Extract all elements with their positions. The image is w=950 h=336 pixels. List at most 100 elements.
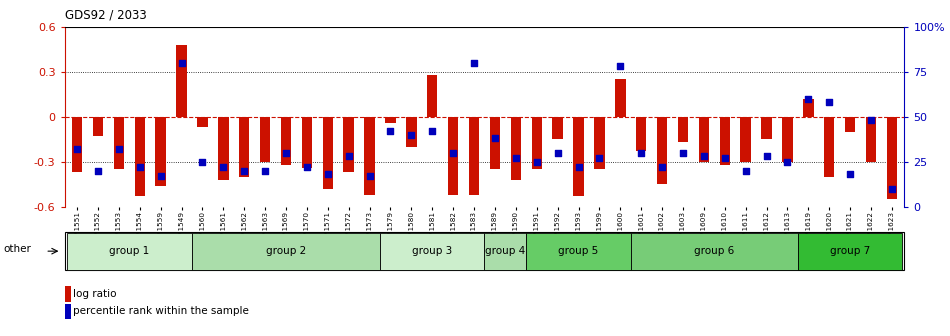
Point — [759, 154, 774, 159]
Point — [446, 150, 461, 155]
Bar — [740, 117, 751, 162]
Bar — [260, 117, 271, 162]
Bar — [428, 75, 438, 117]
Bar — [656, 117, 667, 184]
Point — [696, 154, 712, 159]
Point — [69, 146, 85, 152]
Point — [550, 150, 565, 155]
Point — [738, 168, 753, 173]
FancyBboxPatch shape — [484, 233, 526, 270]
Text: GDS92 / 2033: GDS92 / 2033 — [65, 8, 146, 22]
Bar — [177, 45, 187, 117]
Bar — [218, 117, 229, 180]
Point — [613, 64, 628, 69]
Point — [884, 186, 900, 192]
Bar — [65, 286, 71, 302]
Bar — [719, 117, 730, 165]
Bar — [344, 117, 354, 172]
Bar — [886, 117, 897, 199]
Text: percentile rank within the sample: percentile rank within the sample — [73, 306, 249, 316]
Bar — [552, 117, 562, 139]
Point — [278, 150, 294, 155]
Bar — [845, 117, 855, 132]
Point — [634, 150, 649, 155]
Text: log ratio: log ratio — [73, 289, 117, 298]
Bar — [510, 117, 521, 180]
Bar — [114, 117, 124, 169]
Point — [655, 164, 670, 170]
FancyBboxPatch shape — [631, 233, 798, 270]
Bar — [323, 117, 333, 189]
Point — [592, 156, 607, 161]
Point — [237, 168, 252, 173]
Bar — [281, 117, 292, 165]
Point — [801, 96, 816, 101]
Point — [174, 60, 189, 66]
Point — [717, 156, 732, 161]
Bar — [198, 117, 208, 127]
Text: group 6: group 6 — [694, 246, 734, 256]
Bar — [489, 117, 500, 169]
Point — [383, 128, 398, 134]
Point — [487, 136, 503, 141]
FancyBboxPatch shape — [798, 233, 902, 270]
Bar — [365, 117, 375, 195]
Bar — [407, 117, 417, 147]
Bar — [594, 117, 604, 169]
Point — [822, 100, 837, 105]
Bar — [156, 117, 166, 186]
Bar — [469, 117, 480, 195]
Text: group 1: group 1 — [109, 246, 149, 256]
Bar — [636, 117, 646, 151]
Text: group 3: group 3 — [412, 246, 452, 256]
Point — [320, 172, 335, 177]
Bar — [72, 117, 83, 172]
Point — [864, 118, 879, 123]
Bar — [239, 117, 250, 177]
Bar — [824, 117, 834, 177]
Point — [508, 156, 523, 161]
Point — [216, 164, 231, 170]
Point — [257, 168, 273, 173]
Point — [362, 173, 377, 179]
Bar — [865, 117, 876, 162]
Point — [425, 128, 440, 134]
Bar — [782, 117, 792, 162]
Text: group 2: group 2 — [266, 246, 306, 256]
Point — [529, 159, 544, 164]
Point — [466, 60, 482, 66]
Text: group 5: group 5 — [559, 246, 598, 256]
Bar — [93, 117, 104, 136]
Text: other: other — [3, 244, 31, 254]
Point — [843, 172, 858, 177]
Bar — [448, 117, 459, 195]
Point — [90, 168, 105, 173]
Text: group 7: group 7 — [830, 246, 870, 256]
FancyBboxPatch shape — [526, 233, 631, 270]
FancyBboxPatch shape — [380, 233, 484, 270]
Bar — [761, 117, 771, 139]
FancyBboxPatch shape — [192, 233, 380, 270]
FancyBboxPatch shape — [66, 233, 192, 270]
Bar — [803, 99, 813, 117]
Point — [404, 132, 419, 137]
Point — [153, 173, 168, 179]
Text: group 4: group 4 — [485, 246, 525, 256]
Point — [675, 150, 691, 155]
Bar — [65, 304, 71, 319]
Point — [299, 164, 314, 170]
Point — [341, 154, 356, 159]
Point — [571, 164, 586, 170]
Bar — [677, 117, 688, 142]
Point — [111, 146, 126, 152]
Bar — [573, 117, 583, 196]
Bar — [615, 79, 625, 117]
Bar — [531, 117, 542, 169]
Point — [132, 164, 147, 170]
Point — [780, 159, 795, 164]
Bar — [698, 117, 709, 162]
Bar — [135, 117, 145, 196]
Bar — [386, 117, 396, 123]
Bar — [302, 117, 313, 168]
Point — [195, 159, 210, 164]
